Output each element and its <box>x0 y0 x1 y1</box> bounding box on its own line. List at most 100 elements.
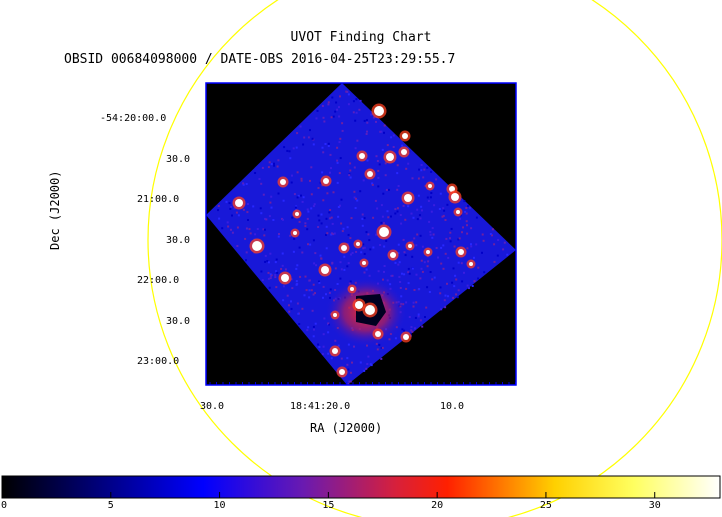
noise-pixel <box>339 277 342 280</box>
noise-pixel <box>397 243 400 246</box>
noise-pixel <box>283 146 286 149</box>
noise-pixel <box>246 203 249 205</box>
image-frame <box>205 82 517 386</box>
noise-pixel <box>363 119 366 122</box>
noise-pixel <box>352 100 355 103</box>
noise-pixel <box>339 261 342 264</box>
noise-pixel <box>309 243 312 246</box>
noise-pixel <box>372 116 375 119</box>
star-source <box>458 249 464 255</box>
noise-pixel <box>442 267 445 270</box>
noise-pixel <box>333 232 336 235</box>
noise-pixel <box>324 143 327 145</box>
noise-pixel <box>321 184 324 187</box>
noise-pixel <box>399 281 402 283</box>
noise-pixel <box>289 157 292 160</box>
noise-pixel <box>346 90 349 93</box>
noise-pixel <box>411 240 414 243</box>
noise-pixel <box>230 228 232 231</box>
noise-pixel <box>429 233 432 236</box>
noise-pixel <box>329 153 332 156</box>
noise-pixel <box>418 288 421 290</box>
noise-pixel <box>276 271 279 274</box>
noise-pixel <box>360 251 363 254</box>
noise-pixel <box>329 288 332 291</box>
noise-pixel <box>359 99 362 102</box>
noise-pixel <box>233 207 236 210</box>
noise-pixel <box>419 319 422 322</box>
noise-pixel <box>493 260 496 263</box>
noise-pixel <box>383 131 385 134</box>
noise-pixel <box>440 262 443 265</box>
noise-pixel <box>296 196 299 199</box>
noise-pixel <box>323 120 326 123</box>
noise-pixel <box>420 259 423 262</box>
noise-pixel <box>355 98 358 101</box>
noise-pixel <box>353 345 355 348</box>
noise-pixel <box>471 285 474 287</box>
noise-pixel <box>314 292 316 295</box>
noise-pixel <box>348 174 351 177</box>
noise-pixel <box>331 96 334 99</box>
colorbar-tick-label: 25 <box>539 500 552 511</box>
star-source <box>323 178 329 184</box>
noise-pixel <box>379 130 382 133</box>
noise-pixel <box>340 268 343 271</box>
noise-pixel <box>354 207 357 209</box>
star-source <box>365 305 375 315</box>
noise-pixel <box>268 215 271 218</box>
noise-pixel <box>309 129 311 132</box>
noise-pixel <box>350 217 353 220</box>
noise-pixel <box>282 285 285 288</box>
noise-pixel <box>506 253 509 256</box>
noise-pixel <box>383 124 386 127</box>
noise-pixel <box>428 291 431 293</box>
noise-pixel <box>331 232 333 235</box>
noise-pixel <box>410 326 413 328</box>
noise-pixel <box>245 183 248 185</box>
noise-pixel <box>380 357 383 360</box>
noise-pixel <box>398 261 401 264</box>
noise-pixel <box>319 254 322 257</box>
noise-pixel <box>286 149 289 152</box>
star-source <box>235 199 243 207</box>
noise-pixel <box>411 177 414 180</box>
noise-pixel <box>227 225 230 228</box>
noise-pixel <box>242 182 245 185</box>
noise-pixel <box>378 343 381 346</box>
noise-pixel <box>447 256 450 259</box>
noise-pixel <box>421 245 424 248</box>
noise-pixel <box>306 208 309 211</box>
star-source <box>293 231 297 235</box>
noise-pixel <box>482 239 485 242</box>
noise-pixel <box>444 306 447 309</box>
noise-pixel <box>254 172 257 174</box>
noise-pixel <box>300 194 302 197</box>
noise-pixel <box>353 196 356 199</box>
noise-pixel <box>288 150 291 153</box>
noise-pixel <box>264 260 267 263</box>
noise-pixel <box>244 237 247 240</box>
noise-pixel <box>418 168 421 171</box>
noise-pixel <box>375 120 377 123</box>
noise-pixel <box>381 215 384 218</box>
noise-pixel <box>236 226 239 229</box>
noise-pixel <box>403 329 406 332</box>
noise-pixel <box>409 332 412 335</box>
noise-pixel <box>278 233 280 235</box>
noise-pixel <box>417 315 420 318</box>
noise-pixel <box>235 211 238 214</box>
noise-pixel <box>254 233 257 236</box>
noise-pixel <box>338 172 341 175</box>
noise-pixel <box>367 355 370 358</box>
noise-pixel <box>290 300 292 303</box>
noise-pixel <box>462 226 464 229</box>
noise-pixel <box>442 207 445 210</box>
y-axis-label: Dec (J2000) <box>48 170 62 250</box>
noise-pixel <box>277 235 280 238</box>
noise-pixel <box>265 218 268 221</box>
star-source <box>401 149 407 155</box>
noise-pixel <box>426 196 429 199</box>
noise-pixel <box>334 339 337 342</box>
noise-pixel <box>342 227 345 230</box>
